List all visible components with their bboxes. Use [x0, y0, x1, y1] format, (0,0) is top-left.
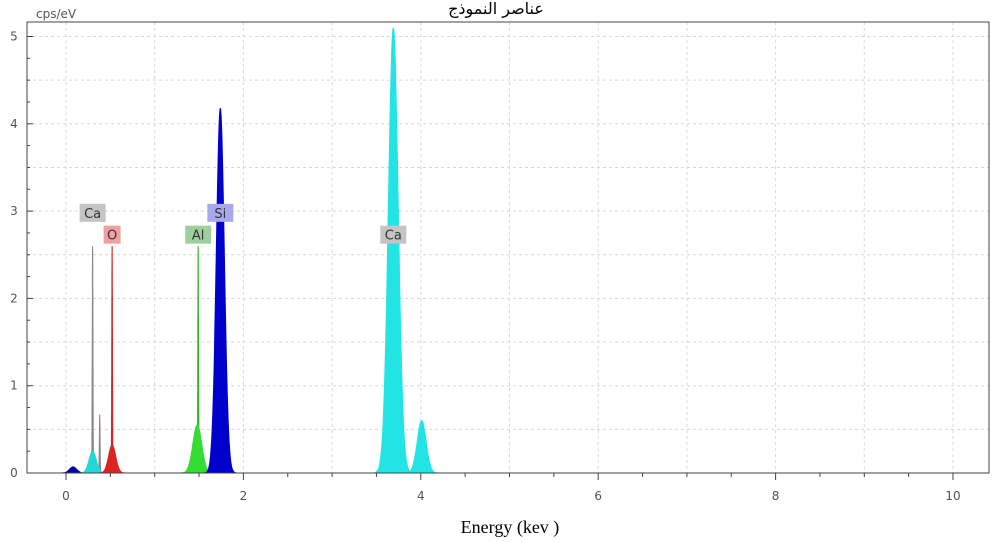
- x-tick-label: 10: [945, 489, 960, 503]
- top-caption: عناصر النموذج: [448, 0, 544, 19]
- peak-label-ca: Ca: [84, 207, 101, 222]
- y-tick-label: 4: [10, 117, 18, 131]
- peak-si: [203, 107, 237, 474]
- x-axis-ticks: 0 2 4 6 8 10: [62, 473, 961, 503]
- peaks: [58, 27, 440, 474]
- x-axis-label: Energy (kev ): [461, 517, 560, 538]
- peak-label-box: [380, 225, 407, 244]
- peak-o: [97, 444, 127, 474]
- y-tick-label: 2: [10, 291, 18, 305]
- peak-o: [110, 245, 114, 474]
- x-tick-label: 6: [594, 489, 602, 503]
- x-tick-label: 0: [62, 489, 70, 503]
- peak-ca: [97, 414, 103, 474]
- y-tick-label: 5: [10, 30, 18, 44]
- peak-ca: [78, 450, 107, 474]
- y-axis-label: cps/eV: [36, 7, 77, 21]
- peak-label-si: Si: [214, 207, 226, 222]
- peak-ca: [403, 419, 440, 474]
- peak-ca: [373, 27, 414, 474]
- x-tick-label: 2: [240, 489, 248, 503]
- peak-label-box: [207, 203, 234, 222]
- peak-labels: Ca O Al Si Ca: [79, 203, 407, 244]
- grid-lines: [27, 22, 989, 473]
- peak-ca: [90, 246, 95, 474]
- plot-frame: [26, 21, 990, 474]
- peak-label-box: [103, 225, 121, 244]
- x-tick-label: 8: [772, 489, 780, 503]
- peak-label-box: [185, 225, 212, 244]
- peak-label-o: O: [107, 229, 117, 244]
- peak-label-al: Al: [192, 229, 205, 244]
- y-tick-label: 0: [10, 466, 18, 480]
- x-tick-label: 4: [417, 489, 425, 503]
- y-axis-ticks: 0 1 2 3 4 5: [10, 30, 33, 480]
- y-tick-label: 1: [10, 379, 18, 393]
- y-tick-label: 3: [10, 204, 18, 218]
- peak-label-box: [79, 203, 106, 222]
- peak-label-ca: Ca: [385, 229, 402, 244]
